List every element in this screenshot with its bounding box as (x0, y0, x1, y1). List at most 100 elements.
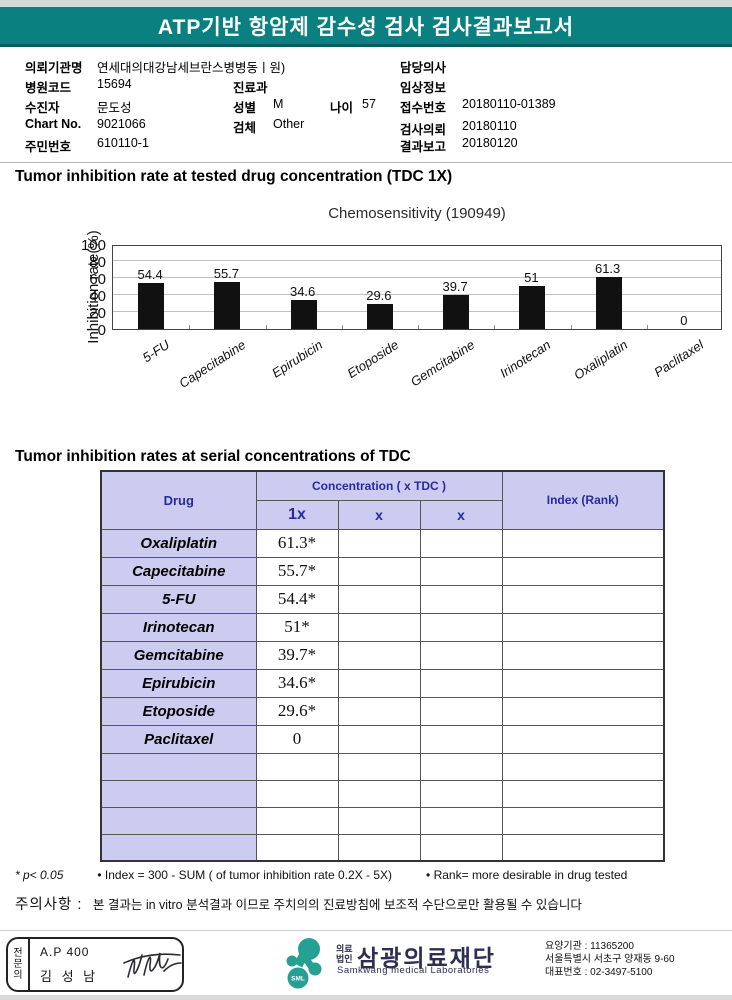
chart-gridline (113, 277, 721, 278)
concentration-value-cell: 39.7* (255, 640, 339, 670)
company-name-en: Samkwang medical Laboratories (337, 965, 490, 976)
field-value-chart-no: 9021066 (97, 117, 146, 131)
field-label-hospital-code: 병원코드 (25, 81, 72, 95)
company-prefix-line1: 의료 (336, 944, 353, 954)
chart-value-label: 61.3 (594, 260, 621, 276)
table-row: Gemcitabine 39.7* (100, 640, 665, 670)
field-label-specimen: 검체 (233, 121, 257, 135)
table-empty-row (100, 752, 665, 781)
caution-note: 주의사항 : 본 결과는 in vitro 분석결과 이므로 주치의의 진료방침… (15, 893, 725, 914)
concentration-value-cell (337, 584, 421, 614)
concentration-value-cell (337, 724, 421, 754)
drug-name-cell: Etoposide (100, 696, 257, 726)
concentration-value-cell (419, 640, 503, 670)
chart-plot-area (112, 245, 722, 330)
drug-name-cell: Oxaliplatin (100, 528, 257, 558)
concentration-value-cell (419, 528, 503, 558)
concentration-value-cell (419, 612, 503, 642)
concentration-value-cell (337, 612, 421, 642)
chart-x-label: Irinotecan (497, 337, 554, 381)
index-rank-cell (501, 806, 665, 835)
drug-name-cell: Paclitaxel (100, 724, 257, 754)
chart-bar-irinotecan (519, 285, 546, 329)
field-value-specimen: Other (273, 117, 305, 131)
concentration-value-cell (337, 668, 421, 698)
chart-value-label: 39.7 (442, 279, 468, 295)
concentration-value-cell: 61.3* (255, 528, 339, 558)
table-row: Epirubicin 34.6* (100, 668, 665, 698)
chart-value-label: 51 (524, 269, 539, 285)
table-row: Capecitabine 55.7* (100, 556, 665, 586)
top-strip (0, 0, 732, 7)
specialist-stamp-box: 전문의 A.P 400 김 성 남 (6, 937, 184, 992)
field-value-receipt-no: 20180110-01389 (462, 97, 556, 111)
field-label-sex: 성별 (233, 101, 257, 115)
field-label-receipt-no: 접수번호 (400, 101, 447, 115)
footnotes: * p< 0.05 • Index = 300 - SUM ( of tumor… (15, 868, 725, 882)
chart-title: Chemosensitivity (190949) (328, 205, 506, 222)
concentration-value-cell (255, 752, 339, 781)
chart-x-tick (341, 325, 343, 329)
col-header-drug: Drug (100, 470, 257, 530)
index-rank-cell (501, 640, 665, 670)
col-header-x3: x (419, 499, 503, 530)
index-rank-cell (501, 556, 665, 586)
concentration-value-cell (419, 779, 503, 808)
table-empty-row (100, 779, 665, 808)
concentration-value-cell (337, 779, 421, 808)
field-value-age: 57 (362, 97, 376, 111)
drug-name-cell: 5-FU (100, 584, 257, 614)
chart-bar-5-fu (138, 282, 165, 329)
col-header-x2: x (337, 499, 421, 530)
index-rank-cell (501, 696, 665, 726)
concentration-value-cell (419, 724, 503, 754)
contact-line-address: 서울특별시 서초구 양재동 9-60 (545, 954, 675, 965)
chart-value-label: 55.7 (213, 265, 240, 281)
field-label-age: 나이 (330, 101, 354, 115)
field-label-clinical-info: 임상정보 (400, 81, 447, 95)
chart-y-tick-label: 100 (80, 237, 106, 254)
drug-name-cell (100, 806, 257, 835)
chart-x-label: Paclitaxel (651, 337, 707, 380)
report-title-bar: ATP기반 항암제 감수성 검사 검사결과보고서 (0, 7, 732, 47)
company-prefix-line2: 법인 (336, 954, 353, 964)
concentration-value-cell: 0 (255, 724, 339, 754)
chart-bar-oxaliplatin (595, 276, 622, 329)
drug-name-cell: Irinotecan (100, 612, 257, 642)
concentration-value-cell (419, 833, 503, 862)
concentration-value-cell (255, 779, 339, 808)
field-value-report-date: 20180120 (462, 136, 518, 150)
field-value-institution: 연세대의대강남세브란스병병동ㅣ원) (97, 61, 286, 75)
concentration-value-cell: 55.7* (255, 556, 339, 586)
caution-text: 본 결과는 in vitro 분석결과 이므로 주치의의 진료방침에 보조적 수… (92, 898, 582, 912)
table-empty-row (100, 833, 665, 862)
col-header-concentration: Concentration ( x TDC ) (255, 470, 503, 501)
stamp-role-label: 전문의 (13, 948, 23, 981)
concentration-value-cell (419, 668, 503, 698)
chart-x-tick (189, 325, 191, 329)
concentration-value-cell (419, 752, 503, 781)
chart-y-tick-label: 0 (97, 322, 106, 339)
chemosensitivity-chart: Chemosensitivity (190949) Inhibition rat… (0, 200, 732, 440)
concentration-value-cell (337, 528, 421, 558)
footnote-rank: • Rank= more desirable in drug tested (426, 868, 628, 882)
chart-x-tick (265, 325, 267, 329)
col-header-index: Index (Rank) (501, 470, 665, 530)
field-label-doctor: 담당의사 (400, 61, 447, 75)
section-divider (0, 162, 732, 163)
concentration-value-cell (337, 806, 421, 835)
table-section-heading: Tumor inhibition rates at serial concent… (15, 448, 411, 465)
stamp-main: A.P 400 김 성 남 (30, 939, 182, 990)
concentration-value-cell (337, 696, 421, 726)
chart-value-label: 34.6 (289, 283, 316, 299)
footnote-index-formula: • Index = 300 - SUM ( of tumor inhibitio… (97, 868, 393, 882)
concentration-value-cell (337, 556, 421, 586)
concentration-value-cell (419, 696, 503, 726)
stamp-code: A.P 400 (40, 945, 90, 959)
chart-y-tick-label: 20 (89, 305, 106, 322)
index-rank-cell (501, 724, 665, 754)
table-row: 5-FU 54.4* (100, 584, 665, 614)
index-rank-cell (501, 528, 665, 558)
drug-name-cell (100, 752, 257, 781)
chart-value-label: 29.6 (366, 287, 392, 303)
